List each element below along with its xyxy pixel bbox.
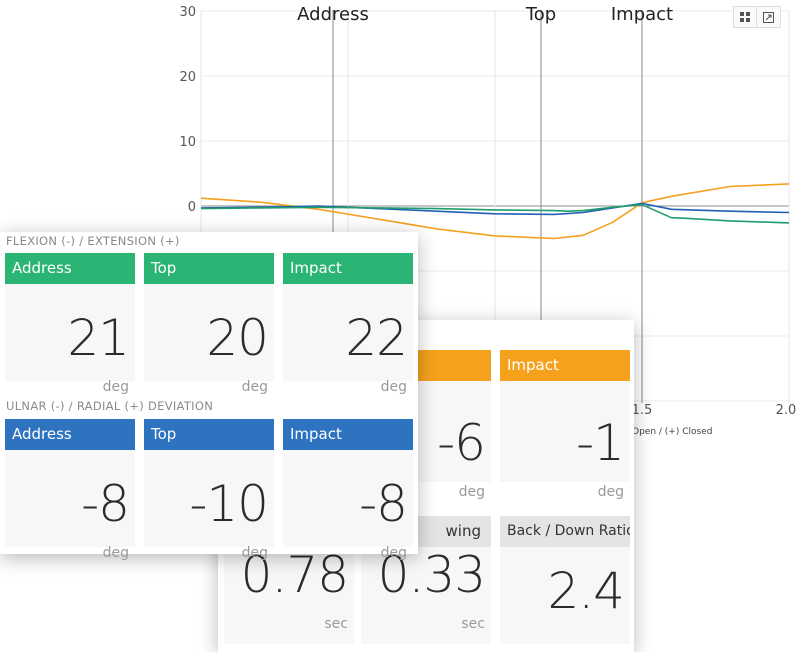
card-value: -1 — [576, 414, 625, 472]
card-value: 0.78 — [240, 546, 349, 604]
card-unit: sec — [324, 616, 348, 632]
card-value: 2.4 — [547, 562, 625, 620]
card-unit: deg — [102, 379, 129, 395]
grid-view-button[interactable] — [733, 6, 757, 28]
x-axis-labels: 1.5 2.0 — [632, 403, 797, 418]
grid-icon — [740, 12, 750, 22]
flexion-address-card: Address 21 deg — [5, 253, 135, 395]
x-tick-label: 2.0 — [776, 403, 797, 418]
event-label-impact: Impact — [611, 4, 673, 25]
y-axis-labels: 30 20 10 0 — [179, 5, 196, 215]
series-line-0 — [200, 183, 790, 240]
card-header: Back / Down Ratio — [500, 516, 630, 547]
chart-toolbar — [733, 6, 781, 28]
card-unit: deg — [241, 545, 268, 561]
chart-series — [200, 183, 790, 240]
card-header: Top — [144, 419, 274, 450]
card-value: 20 — [206, 309, 269, 367]
deviation-impact-card: Impact -8 deg — [283, 419, 413, 561]
rotation-impact-card: Impact -1 deg — [500, 350, 630, 500]
deviation-address-card: Address -8 deg — [5, 419, 135, 561]
timing-ratio-card: Back / Down Ratio 2.4 — [500, 516, 630, 644]
series-line-2 — [200, 203, 790, 224]
series-line-1 — [200, 202, 790, 216]
event-label-address: Address — [297, 4, 369, 25]
y-tick-label: 20 — [179, 70, 196, 85]
card-unit: deg — [458, 484, 485, 500]
card-value: -8 — [359, 475, 408, 533]
flexion-impact-card: Impact 22 deg — [283, 253, 413, 395]
flexion-section-title: FLEXION (-) / EXTENSION (+) — [6, 234, 180, 248]
card-header: Impact — [283, 253, 413, 284]
y-tick-label: 0 — [188, 200, 196, 215]
expand-button[interactable] — [757, 6, 781, 28]
card-value: -6 — [437, 414, 486, 472]
y-tick-label: 10 — [179, 135, 196, 150]
card-value: 22 — [345, 309, 408, 367]
card-value: -10 — [189, 475, 269, 533]
card-header: Address — [5, 419, 135, 450]
card-header: Top — [144, 253, 274, 284]
x-tick-label: 1.5 — [632, 403, 653, 418]
flexion-top-card: Top 20 deg — [144, 253, 274, 395]
card-header: Address — [5, 253, 135, 284]
y-tick-label: 30 — [179, 5, 196, 20]
card-value: 0.33 — [377, 546, 486, 604]
card-unit: sec — [461, 616, 485, 632]
legend-caption: Open / (+) Closed — [632, 427, 713, 437]
card-header: Impact — [283, 419, 413, 450]
card-unit: deg — [597, 484, 624, 500]
expand-icon — [763, 11, 774, 23]
deviation-top-card: Top -10 deg — [144, 419, 274, 561]
card-value: 21 — [67, 309, 130, 367]
event-label-top: Top — [525, 4, 556, 25]
card-header: Impact — [500, 350, 630, 381]
card-unit: deg — [241, 379, 268, 395]
card-unit: deg — [102, 545, 129, 561]
flexion-deviation-panel: FLEXION (-) / EXTENSION (+) Address 21 d… — [0, 232, 418, 561]
deviation-section-title: ULNAR (-) / RADIAL (+) DEVIATION — [6, 399, 214, 413]
card-value: -8 — [81, 475, 130, 533]
card-unit: deg — [380, 379, 407, 395]
card-unit: deg — [380, 545, 407, 561]
